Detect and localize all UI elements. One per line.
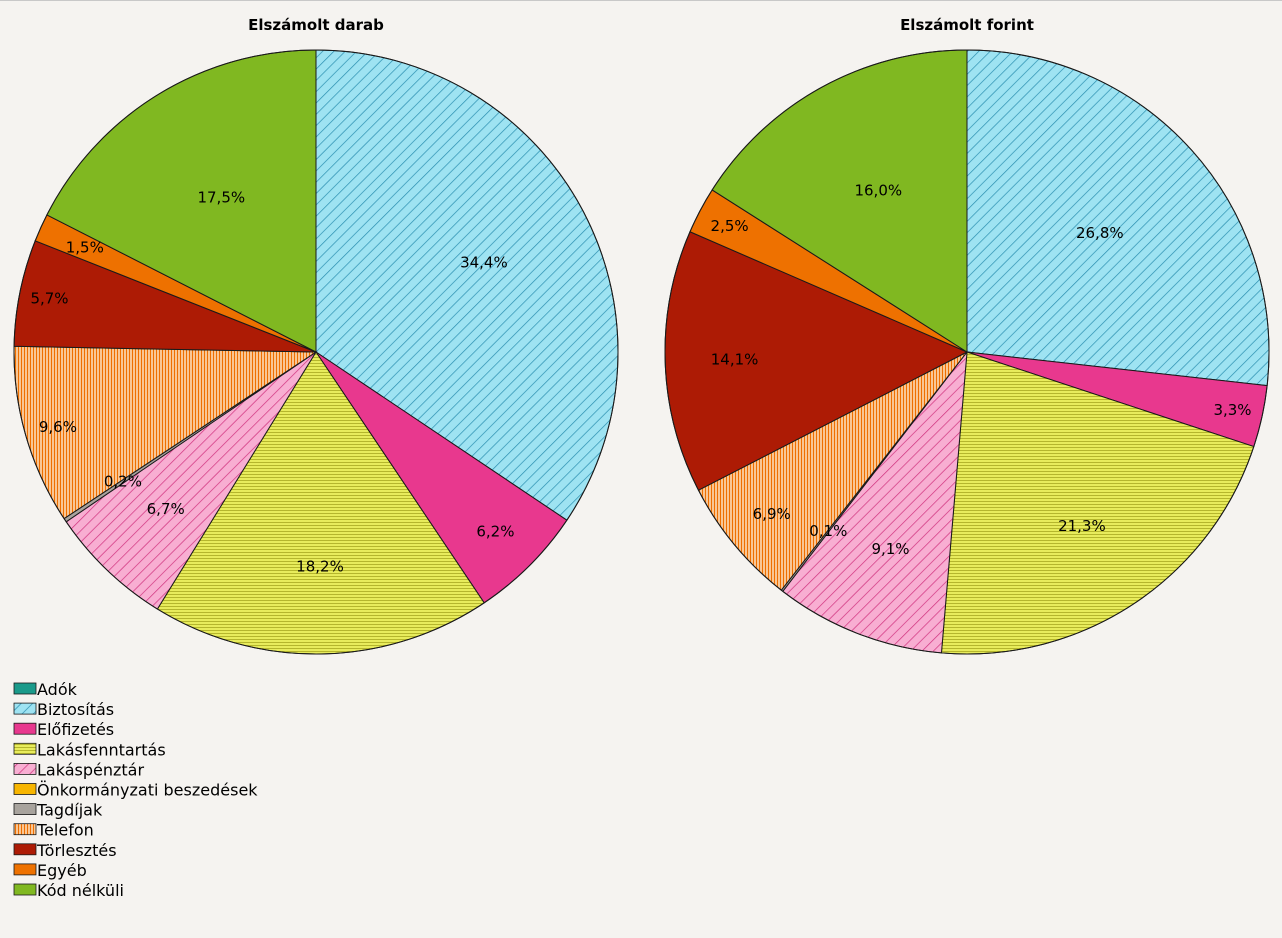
legend-label: Adók	[37, 680, 78, 699]
legend-swatch	[13, 783, 37, 795]
legend-label: Tagdíjak	[36, 801, 103, 820]
legend-item-kod-nelkuli: Kód nélküli	[13, 881, 124, 900]
legend-label: Törlesztés	[36, 841, 117, 860]
slice-biztositas	[966, 49, 1270, 387]
legend-item-tagdijak: Tagdíjak	[13, 801, 103, 820]
data-label-torlesztes: 14,1%	[711, 351, 759, 369]
pie-chart-forint: Elszámolt forint 26,8% 3,3% 21,3% 9,1% 0,1% 6…	[664, 16, 1270, 655]
legend-item-adok: Adók	[13, 680, 78, 699]
data-label-tagdijak: 0,2%	[104, 473, 142, 491]
data-label-biztositas: 34,4%	[460, 253, 508, 271]
slices	[13, 49, 619, 655]
legend-label: Biztosítás	[37, 700, 114, 719]
data-label-kod-nelkuli: 16,0%	[854, 182, 902, 200]
data-label-biztositas: 26,8%	[1076, 224, 1124, 242]
legend-label: Önkormányzati beszedések	[37, 781, 258, 800]
data-label-egyeb: 2,5%	[711, 217, 749, 235]
legend-swatch	[13, 702, 37, 715]
chart-title: Elszámolt forint	[900, 16, 1034, 34]
data-label-lakasfenntartas: 18,2%	[296, 557, 344, 575]
slices	[664, 49, 1270, 655]
legend-item-elofizetes: Előfizetés	[13, 720, 114, 739]
data-labels: 26,8% 3,3% 21,3% 9,1% 0,1% 6,9% 14,1% 2,5% 16,0%	[711, 182, 1252, 559]
top-border	[0, 0, 1282, 1]
legend-swatch	[13, 823, 37, 836]
legend-label: Egyéb	[37, 861, 87, 880]
chart-title: Elszámolt darab	[248, 16, 384, 34]
data-label-elofizetes: 6,2%	[476, 522, 514, 540]
legend-item-biztositas: Biztosítás	[13, 700, 114, 719]
pie-chart-darab: Elszámolt darab 34,4% 6,2% 18,2% 6,7% 0,2% 9,…	[13, 16, 619, 655]
legend-swatch	[13, 863, 37, 876]
legend-label: Lakásfenntartás	[37, 740, 166, 759]
legend-item-lakasfenntartas: Lakásfenntartás	[13, 740, 166, 759]
legend-item-lakaspenztar: Lakáspénztár	[13, 760, 144, 779]
legend-label: Telefon	[36, 821, 94, 840]
data-labels: 34,4% 6,2% 18,2% 6,7% 0,2% 9,6% 5,7% 1,5% 17,5%	[30, 189, 514, 576]
legend-swatch	[13, 803, 37, 815]
data-label-telefon: 9,6%	[39, 418, 77, 436]
legend-swatch	[13, 883, 37, 896]
legend-label: Lakáspénztár	[37, 760, 144, 779]
legend-swatch	[13, 763, 37, 775]
data-label-lakaspenztar: 9,1%	[871, 540, 909, 558]
data-label-kod-nelkuli: 17,5%	[197, 189, 245, 207]
legend-item-torlesztes: Törlesztés	[13, 841, 117, 860]
legend-item-telefon: Telefon	[13, 821, 94, 840]
data-label-elofizetes: 3,3%	[1213, 401, 1251, 419]
data-label-lakasfenntartas: 21,3%	[1058, 517, 1106, 535]
legend-swatch	[13, 722, 37, 735]
legend-label: Előfizetés	[37, 720, 114, 739]
legend-label: Kód nélküli	[37, 881, 124, 900]
data-label-telefon: 6,9%	[753, 505, 791, 523]
data-label-torlesztes: 5,7%	[30, 290, 68, 308]
pie-outline	[664, 49, 1270, 655]
data-label-lakaspenztar: 6,7%	[147, 500, 185, 518]
legend-item-egyeb: Egyéb	[13, 861, 87, 880]
data-label-tagdijak: 0,1%	[809, 522, 847, 540]
legend-item-onkormanyzati-beszedesek: Önkormányzati beszedések	[13, 781, 258, 800]
legend: AdókBiztosításElőfizetésLakásfenntartásL…	[13, 680, 258, 900]
pie-outline	[13, 49, 619, 655]
data-label-egyeb: 1,5%	[66, 239, 104, 257]
legend-swatch	[13, 742, 37, 755]
legend-swatch	[13, 843, 37, 856]
legend-swatch	[13, 682, 37, 695]
